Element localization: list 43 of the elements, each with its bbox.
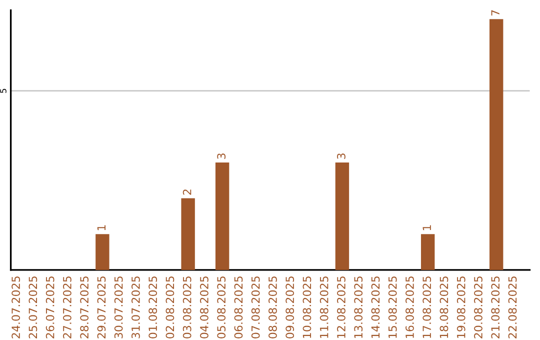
- bar: [335, 162, 350, 270]
- x-tick-label: 11.08.2025: [320, 276, 328, 338]
- x-tick-label: 15.08.2025: [388, 276, 397, 338]
- x-tick-label: 10.08.2025: [302, 276, 312, 338]
- y-tick-label: 5: [0, 88, 6, 93]
- x-tick-label: 08.08.2025: [268, 276, 277, 338]
- x-tick-label: 09.08.2025: [286, 276, 294, 338]
- data-label: 1: [422, 225, 431, 230]
- x-tick-label: 19.08.2025: [456, 276, 466, 338]
- bar: [489, 19, 504, 270]
- x-tick-label: 03.08.2025: [182, 276, 192, 338]
- x-tick-label: 30.07.2025: [114, 276, 123, 338]
- x-tick-label: 02.08.2025: [166, 276, 174, 338]
- data-label: 2: [182, 190, 192, 195]
- x-tick-label: 06.08.2025: [234, 276, 243, 338]
- data-label: 1: [97, 225, 106, 230]
- x-tick-label: 24.07.2025: [12, 276, 20, 338]
- x-tick-label: 20.08.2025: [474, 276, 482, 338]
- x-tick-label: 28.07.2025: [80, 276, 89, 338]
- data-label: 3: [337, 154, 346, 159]
- x-tick-label: 14.08.2025: [371, 276, 380, 338]
- x-tick-label: 27.07.2025: [62, 276, 72, 338]
- bar: [181, 198, 195, 270]
- bar: [420, 234, 435, 270]
- x-tick-label: 07.08.2025: [251, 276, 260, 338]
- x-tick-label: 31.07.2025: [132, 276, 140, 338]
- bar: [96, 234, 110, 270]
- x-tick-label: 16.08.2025: [406, 276, 414, 338]
- x-tick-label: 04.08.2025: [200, 276, 208, 338]
- x-tick-label: 25.07.2025: [28, 276, 38, 338]
- bar: [215, 162, 230, 270]
- x-tick-label: 21.08.2025: [491, 276, 500, 338]
- x-tick-label: 26.07.2025: [46, 276, 54, 338]
- x-tick-label: 17.08.2025: [422, 276, 432, 338]
- x-tick-label: 13.08.2025: [354, 276, 363, 338]
- data-label: 3: [217, 154, 226, 159]
- x-tick-label: 22.08.2025: [508, 276, 517, 338]
- x-tick-label: 12.08.2025: [337, 276, 346, 338]
- x-tick-label: 18.08.2025: [440, 276, 448, 338]
- x-tick-label: 01.08.2025: [148, 276, 158, 338]
- x-tick-label: 05.08.2025: [217, 276, 226, 338]
- data-label: 7: [491, 10, 500, 16]
- x-tick-label: 29.07.2025: [97, 276, 106, 338]
